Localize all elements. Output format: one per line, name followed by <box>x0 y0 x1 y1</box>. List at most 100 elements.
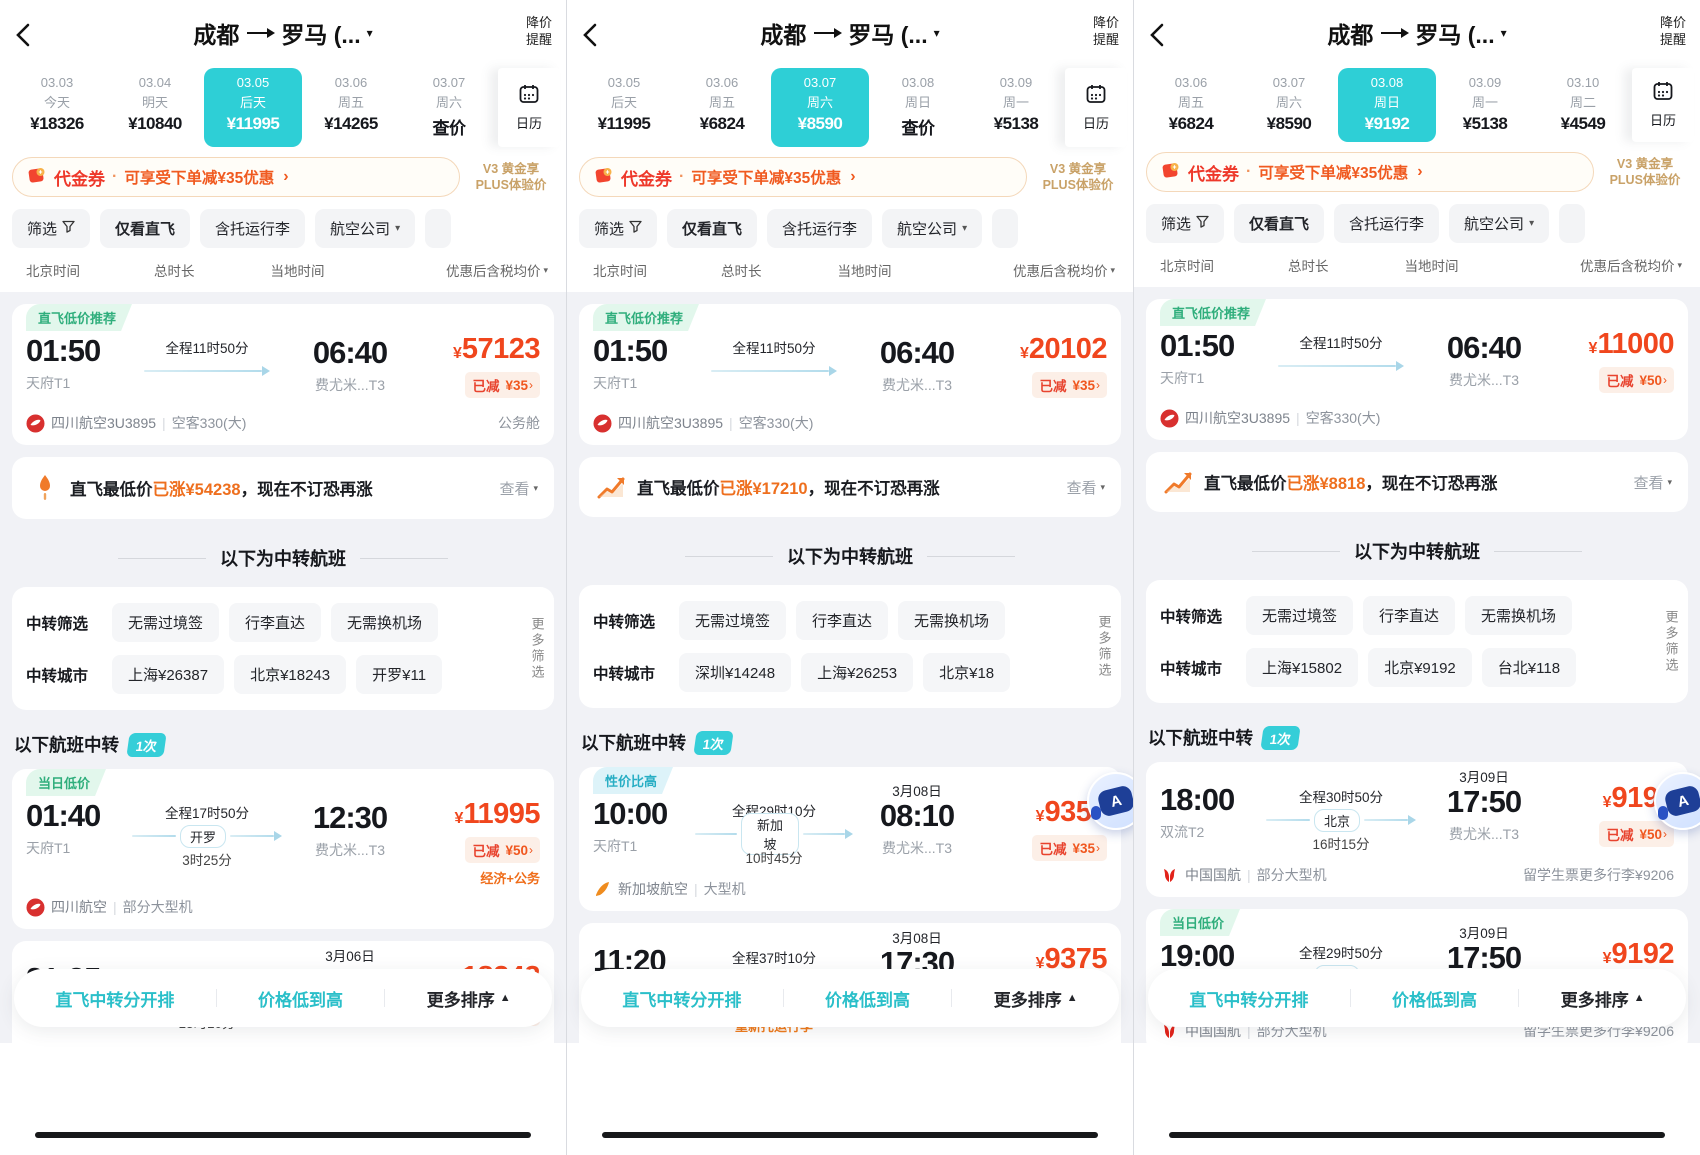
sort-price-after-discount[interactable]: 优惠后含税均价 ▾ <box>1579 259 1682 274</box>
filter-chip-clipped[interactable] <box>1559 204 1586 243</box>
date-tab-selected[interactable]: 03.05 后天 ¥11995 <box>204 68 302 147</box>
discount-pill[interactable]: 已减 ¥35 › <box>465 372 540 398</box>
direct-flight-card[interactable]: 直飞低价推荐 01:50 天府T1 全程11时50分 06:40 费尤米...T… <box>12 304 554 445</box>
price-drop-alert-button[interactable]: 降价 提醒 <box>1092 15 1119 47</box>
back-icon[interactable] <box>581 14 615 53</box>
discount-pill[interactable]: 已减 ¥35 › <box>1032 372 1107 398</box>
calendar-button[interactable]: 日历 <box>1632 68 1694 142</box>
view-button[interactable]: 查看 ▾ <box>1633 474 1672 492</box>
filter-chip-checked-baggage[interactable]: 含托运行李 <box>767 209 873 248</box>
price-trend-alert[interactable]: 直飞最低价已涨¥8818，现在不订恐再涨 查看 ▾ <box>1146 452 1688 512</box>
ai-assistant-avatar[interactable]: A <box>1087 772 1133 830</box>
more-filters-button[interactable]: 更多筛选 <box>520 587 554 710</box>
vip-price-link[interactable]: V3 黄金享 PLUS体验价 <box>475 162 547 192</box>
filter-chip-direct-only[interactable]: 仅看直飞 <box>100 209 191 248</box>
date-tab[interactable]: 03.09 周一 ¥5138 <box>993 75 1039 133</box>
date-tab[interactable]: 03.05 后天 ¥11995 <box>597 75 651 133</box>
filter-chip-clipped[interactable] <box>992 209 1019 248</box>
discount-pill[interactable]: 已减 ¥50 › <box>1599 367 1674 393</box>
sort-separate-direct-transfer[interactable]: 直飞中转分开排 <box>55 990 175 1010</box>
chip-no-airport-change[interactable]: 无需换机场 <box>898 601 1006 640</box>
more-filters-button[interactable]: 更多筛选 <box>1087 585 1121 708</box>
chip-baggage-through[interactable]: 行李直达 <box>229 603 322 642</box>
chip-no-transit-visa[interactable]: 无需过境签 <box>112 603 220 642</box>
filter-chip-airline[interactable]: 航空公司 ▾ <box>882 209 983 248</box>
sort-separate-direct-transfer[interactable]: 直飞中转分开排 <box>1189 990 1309 1010</box>
chip-no-transit-visa[interactable]: 无需过境签 <box>679 601 787 640</box>
date-tab[interactable]: 03.06 周五 ¥14265 <box>324 75 378 133</box>
ai-assistant-avatar[interactable]: A <box>1654 772 1700 830</box>
price-trend-alert[interactable]: 直飞最低价已涨¥54238，现在不订恐再涨 查看 ▾ <box>12 457 554 519</box>
date-tab[interactable]: 03.03 今天 ¥18326 <box>30 75 84 133</box>
date-tab-selected[interactable]: 03.08 周日 ¥9192 <box>1338 68 1436 142</box>
discount-pill[interactable]: 已减 ¥50 › <box>465 837 540 863</box>
calendar-button[interactable]: 日历 <box>498 68 560 147</box>
sort-price-after-discount[interactable]: 优惠后含税均价 ▾ <box>445 264 548 279</box>
chip-no-transit-visa[interactable]: 无需过境签 <box>1246 596 1354 635</box>
city-chip-clipped[interactable]: 开罗¥11 <box>356 655 443 694</box>
transfer-flight-card[interactable]: 当日低价 01:40 天府T1 全程17时50分 开罗 3时25分 <box>12 769 554 929</box>
route-title[interactable]: 成都 罗马 (... ▾ <box>0 16 566 50</box>
vip-price-link[interactable]: V3 黄金享 PLUS体验价 <box>1609 157 1681 187</box>
city-chip-clipped[interactable]: 北京¥18 <box>923 653 1011 692</box>
filter-chip-all[interactable]: 筛选 <box>579 209 658 248</box>
sort-price-low-to-high[interactable]: 价格低到高 <box>825 990 911 1010</box>
city-chip[interactable]: 上海¥26387 <box>112 655 225 694</box>
discount-pill[interactable]: 已减 ¥50 › <box>1599 821 1674 847</box>
date-tab[interactable]: 03.06 周五 ¥6824 <box>699 75 745 133</box>
price-drop-alert-button[interactable]: 降价 提醒 <box>525 15 552 47</box>
sort-separate-direct-transfer[interactable]: 直飞中转分开排 <box>622 990 742 1010</box>
city-chip[interactable]: 北京¥18243 <box>234 655 347 694</box>
chip-baggage-through[interactable]: 行李直达 <box>796 601 889 640</box>
route-title[interactable]: 成都 罗马 (... ▾ <box>1134 16 1700 50</box>
price-trend-alert[interactable]: 直飞最低价已涨¥17210，现在不订恐再涨 查看 ▾ <box>579 457 1121 517</box>
filter-chip-checked-baggage[interactable]: 含托运行李 <box>1334 204 1440 243</box>
price-drop-alert-button[interactable]: 降价 提醒 <box>1659 15 1686 47</box>
discount-pill[interactable]: 已减 ¥35 › <box>1032 835 1107 861</box>
city-chip[interactable]: 上海¥26253 <box>801 653 914 692</box>
filter-chip-airline[interactable]: 航空公司 ▾ <box>1449 204 1550 243</box>
coupon-banner[interactable]: 代金券 · 可享受下单减¥35优惠 › <box>1146 152 1594 192</box>
back-icon[interactable] <box>14 14 48 53</box>
view-button[interactable]: 查看 ▾ <box>1066 479 1105 497</box>
city-chip[interactable]: 北京¥9192 <box>1368 648 1472 687</box>
city-chip[interactable]: 上海¥15802 <box>1246 648 1359 687</box>
sort-more-options[interactable]: 更多排序 ▲ <box>426 990 511 1010</box>
direct-flight-card[interactable]: 直飞低价推荐 01:50 天府T1 全程11时50分 06:40 费尤米...T… <box>1146 299 1688 440</box>
city-chip-clipped[interactable]: 台北¥118 <box>1481 648 1577 687</box>
filter-chip-direct-only[interactable]: 仅看直飞 <box>667 209 758 248</box>
filter-chip-all[interactable]: 筛选 <box>12 209 91 248</box>
route-title[interactable]: 成都 罗马 (... ▾ <box>567 16 1133 50</box>
date-tab[interactable]: 03.08 周日 查价 <box>901 75 936 138</box>
sort-more-options[interactable]: 更多排序 ▲ <box>993 990 1078 1010</box>
transfer-flight-card[interactable]: 性价比高 10:00 天府T1 全程29时10分 新加坡 10时45分 <box>579 767 1121 911</box>
sort-price-low-to-high[interactable]: 价格低到高 <box>1392 990 1478 1010</box>
chip-no-airport-change[interactable]: 无需换机场 <box>1465 596 1573 635</box>
filter-chip-clipped[interactable] <box>425 209 452 248</box>
chip-baggage-through[interactable]: 行李直达 <box>1363 596 1456 635</box>
sort-price-low-to-high[interactable]: 价格低到高 <box>258 990 344 1010</box>
chip-no-airport-change[interactable]: 无需换机场 <box>331 603 439 642</box>
sort-price-after-discount[interactable]: 优惠后含税均价 ▾ <box>1012 264 1115 279</box>
sort-more-options[interactable]: 更多排序 ▲ <box>1560 990 1645 1010</box>
date-tab[interactable]: 03.07 周六 查价 <box>432 75 467 138</box>
date-tab[interactable]: 03.10 周二 ¥4549 <box>1560 75 1606 133</box>
vip-price-link[interactable]: V3 黄金享 PLUS体验价 <box>1042 162 1114 192</box>
transfer-flight-card[interactable]: 18:00 双流T2 全程30时50分 北京 16时15分 3月09日 17:5… <box>1146 762 1688 897</box>
view-button[interactable]: 查看 ▾ <box>499 480 538 498</box>
date-tab[interactable]: 03.04 明天 ¥10840 <box>128 75 182 133</box>
city-chip[interactable]: 深圳¥14248 <box>679 653 792 692</box>
date-tab[interactable]: 03.07 周六 ¥8590 <box>1266 75 1312 133</box>
filter-chip-all[interactable]: 筛选 <box>1146 204 1225 243</box>
direct-flight-card[interactable]: 直飞低价推荐 01:50 天府T1 全程11时50分 06:40 费尤米...T… <box>579 304 1121 445</box>
more-filters-button[interactable]: 更多筛选 <box>1654 580 1688 703</box>
coupon-banner[interactable]: 代金券 · 可享受下单减¥35优惠 › <box>12 157 460 197</box>
back-icon[interactable] <box>1148 14 1182 53</box>
filter-chip-airline[interactable]: 航空公司 ▾ <box>315 209 416 248</box>
date-tab[interactable]: 03.06 周五 ¥6824 <box>1168 75 1214 133</box>
filter-chip-checked-baggage[interactable]: 含托运行李 <box>200 209 306 248</box>
date-tab-selected[interactable]: 03.07 周六 ¥8590 <box>771 68 869 147</box>
date-tab[interactable]: 03.09 周一 ¥5138 <box>1462 75 1508 133</box>
calendar-button[interactable]: 日历 <box>1065 68 1127 147</box>
coupon-banner[interactable]: 代金券 · 可享受下单减¥35优惠 › <box>579 157 1027 197</box>
